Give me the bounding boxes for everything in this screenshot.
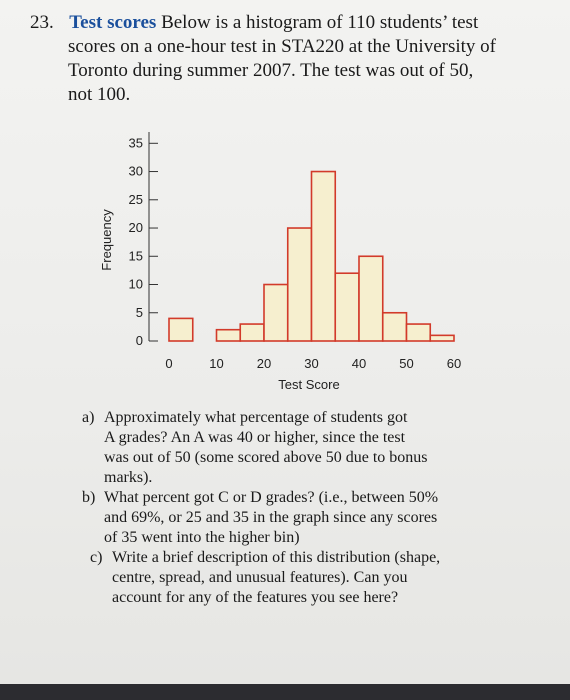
x-tick-label: 10 (209, 356, 223, 371)
y-tick-label: 15 (129, 248, 143, 263)
problem-line-1: Below is a histogram of 110 students’ te… (161, 12, 479, 33)
y-tick-label: 10 (129, 277, 143, 292)
y-tick-label: 0 (136, 333, 143, 348)
histogram-bar (168, 317, 194, 342)
histogram-bar (405, 323, 432, 342)
problem-number: 23. (30, 12, 54, 33)
histogram-bar (215, 328, 242, 342)
y-axis-label: Frequency (99, 209, 114, 271)
histogram-bar (263, 283, 289, 342)
question-a-line: was out of 50 (some scored above 50 due … (104, 449, 428, 466)
histogram-bar (286, 227, 313, 342)
histogram-bar (334, 272, 360, 342)
problem-line-4: not 100. (68, 84, 131, 105)
histogram-bar (381, 311, 408, 342)
x-tick-label: 40 (352, 356, 366, 371)
x-axis-label: Test Score (278, 377, 339, 392)
x-tick-label: 60 (447, 356, 461, 371)
y-tick-label: 30 (129, 164, 143, 179)
x-tick-label: 30 (304, 356, 318, 371)
x-tick-label: 50 (399, 356, 413, 371)
question-a-letter: a) (82, 409, 95, 426)
question-a-line: A grades? An A was 40 or higher, since t… (104, 429, 406, 446)
x-tick-label: 20 (257, 356, 271, 371)
histogram-bar (239, 323, 265, 342)
bottom-edge-bar (0, 684, 570, 700)
histogram-bar (358, 255, 384, 342)
problem-topic: Test scores (69, 12, 157, 33)
question-c-line: Write a brief description of this distri… (112, 549, 441, 566)
y-tick-label: 5 (136, 305, 143, 320)
question-a-line: marks). (104, 469, 153, 486)
y-tick-label: 25 (129, 192, 143, 207)
y-tick-label: 20 (129, 220, 143, 235)
question-a: a) Approximately what percentage of stud… (82, 408, 522, 488)
question-c-line: centre, spread, and unusual features). C… (112, 569, 408, 586)
question-c: c) Write a brief description of this dis… (90, 548, 522, 608)
problem-line-2: scores on a one-hour test in STA220 at t… (68, 36, 497, 57)
x-tick-label: 0 (165, 356, 172, 371)
question-c-line: account for any of the features you see … (112, 589, 399, 606)
problem-first-line: 23. Test scores Below is a histogram of … (30, 12, 478, 34)
question-b: b) What percent got C or D grades? (i.e.… (82, 488, 522, 548)
y-tick-label: 35 (129, 135, 143, 150)
question-b-line: of 35 went into the higher bin) (104, 529, 300, 546)
question-b-line: What percent got C or D grades? (i.e., b… (104, 489, 439, 506)
question-list: a) Approximately what percentage of stud… (82, 408, 522, 608)
question-b-line: and 69%, or 25 and 35 in the graph since… (104, 509, 438, 526)
question-a-line: Approximately what percentage of student… (104, 409, 408, 426)
question-b-letter: b) (82, 489, 96, 506)
problem-line-3: Toronto during summer 2007. The test was… (68, 60, 474, 81)
histogram-bar (429, 334, 455, 342)
histogram-chart: 0 5 10 15 20 25 30 35 Frequency 0 10 20 30 40 50 60 Test… (99, 132, 461, 392)
histogram-bar (310, 170, 337, 342)
textbook-page: 23. Test scores Below is a histogram of … (0, 0, 570, 684)
question-c-letter: c) (90, 549, 103, 566)
